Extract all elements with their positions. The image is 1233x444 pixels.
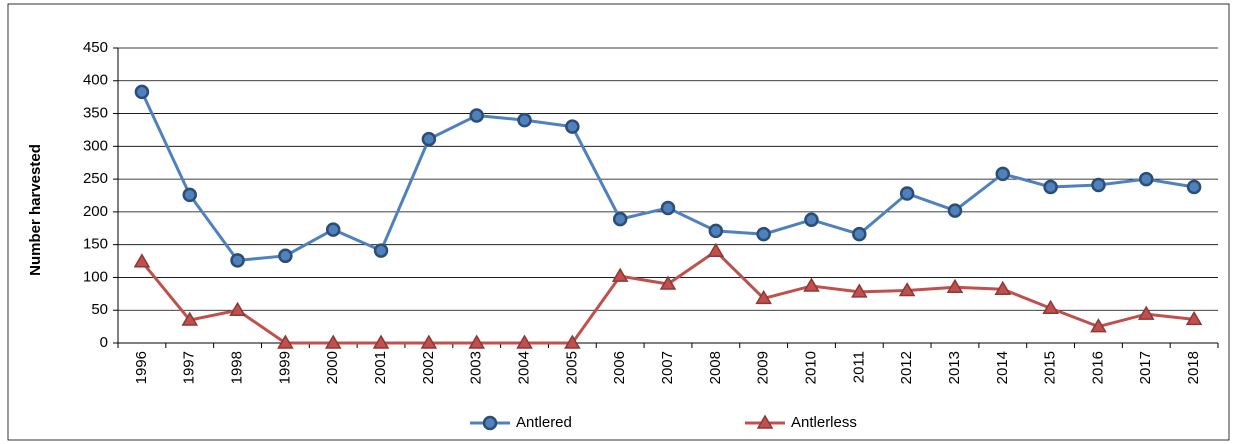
y-tick-label: 150	[83, 236, 108, 253]
x-tick-label: 2011	[850, 351, 867, 383]
y-tick-label: 0	[100, 334, 108, 351]
point	[277, 334, 294, 349]
point	[517, 112, 532, 128]
point	[565, 119, 580, 134]
point	[468, 334, 486, 349]
point	[1186, 179, 1202, 195]
point	[612, 211, 628, 227]
chart-border	[7, 3, 1230, 441]
point	[516, 334, 533, 349]
point	[898, 282, 916, 297]
y-axis-label: Number harvested	[27, 144, 44, 276]
y-tick-label: 50	[91, 301, 108, 318]
y-tick-label: 250	[83, 170, 108, 187]
x-tick-label: 2012	[898, 351, 915, 384]
point	[611, 267, 629, 282]
x-tick-label: 2008	[707, 351, 724, 384]
y-tick-label: 100	[83, 268, 108, 285]
point	[324, 334, 342, 349]
point	[756, 226, 771, 242]
x-tick-label: 1998	[229, 351, 246, 384]
y-tick-label: 400	[83, 72, 108, 89]
legend-marker	[482, 415, 498, 431]
point	[182, 187, 197, 203]
x-tick-label: 2018	[1185, 351, 1202, 384]
point	[995, 166, 1011, 182]
point	[1185, 310, 1203, 326]
x-tick-label: 2005	[563, 351, 580, 384]
x-tick-label: 1996	[133, 351, 150, 384]
point	[420, 334, 438, 349]
point	[421, 131, 437, 147]
y-tick-label: 200	[83, 203, 108, 220]
x-tick-label: 2014	[994, 351, 1011, 384]
point	[755, 289, 772, 305]
point	[804, 212, 819, 228]
point	[1137, 305, 1155, 320]
x-tick-label: 1997	[181, 351, 198, 384]
point	[994, 280, 1012, 295]
point	[852, 226, 867, 242]
point	[803, 277, 820, 292]
series-line	[140, 91, 1195, 262]
x-tick-label: 2003	[468, 351, 485, 384]
x-tick-label: 2007	[659, 351, 676, 384]
point	[1091, 177, 1106, 193]
point	[181, 311, 199, 326]
x-tick-label: 2015	[1042, 351, 1059, 384]
y-tick-label: 350	[83, 105, 108, 122]
point	[469, 108, 484, 123]
y-tick-label: 450	[83, 39, 108, 56]
x-tick-label: 1999	[276, 351, 293, 384]
y-tick-label: 300	[83, 137, 108, 154]
point	[134, 84, 150, 100]
point	[1043, 179, 1058, 195]
point	[708, 223, 724, 239]
point	[1139, 171, 1154, 187]
point	[133, 253, 151, 268]
x-tick-label: 2017	[1137, 351, 1154, 384]
point	[373, 243, 389, 258]
point	[660, 200, 676, 216]
point	[899, 186, 915, 201]
x-tick-label: 2010	[802, 351, 819, 384]
x-tick-label: 2004	[515, 351, 532, 384]
point	[278, 248, 293, 264]
point	[946, 278, 964, 294]
x-tick-label: 2009	[755, 351, 772, 384]
point	[372, 334, 390, 349]
legend-label: Antlerless	[791, 414, 857, 431]
point	[564, 334, 581, 349]
x-tick-label: 2002	[420, 351, 437, 384]
legend-label: Antlered	[516, 414, 572, 431]
point	[947, 203, 963, 218]
point	[1042, 299, 1059, 315]
point	[850, 283, 868, 298]
point	[230, 253, 245, 268]
x-tick-label: 2013	[946, 351, 963, 384]
x-tick-label: 2000	[324, 351, 341, 384]
x-tick-label: 2006	[611, 351, 628, 384]
x-tick-label: 2016	[1089, 351, 1106, 384]
point	[325, 222, 341, 237]
legend-marker	[756, 414, 774, 429]
x-tick-label: 2001	[372, 351, 389, 384]
point	[1090, 318, 1107, 333]
series-line	[140, 249, 1195, 345]
point	[659, 275, 677, 290]
point	[229, 301, 246, 316]
point	[707, 242, 725, 257]
